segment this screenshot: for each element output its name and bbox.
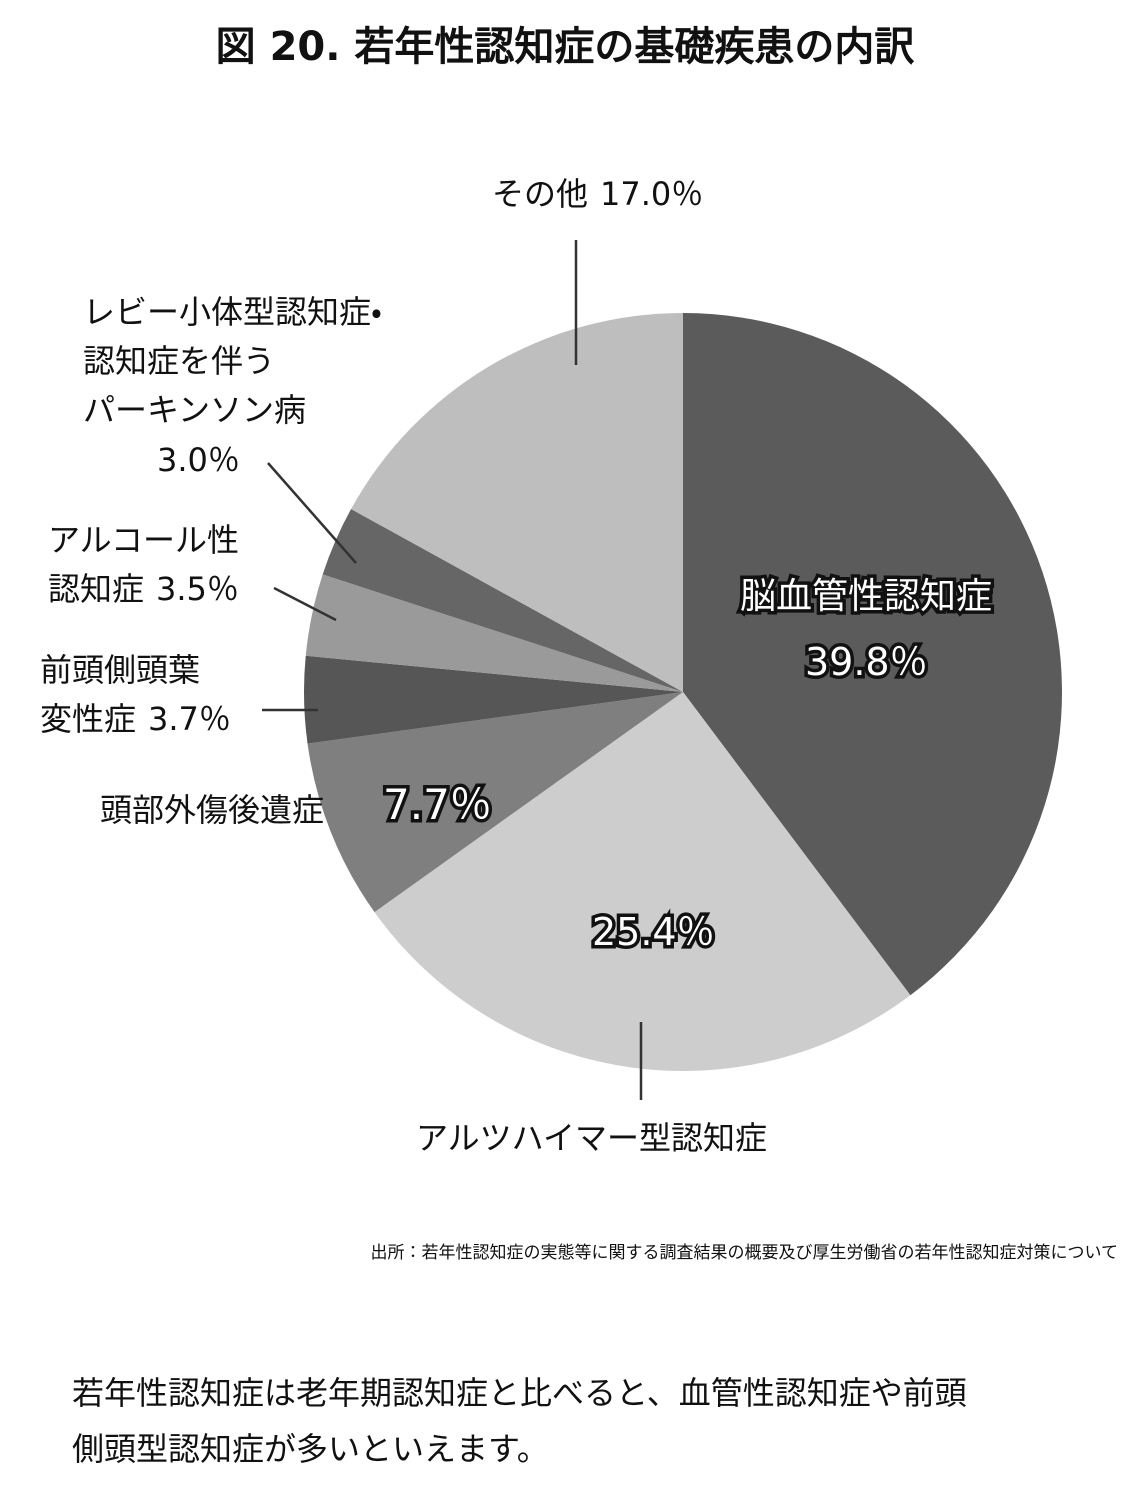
value-label: 7.7％ xyxy=(380,777,496,833)
category-label: アルツハイマー型認知症 xyxy=(416,1119,768,1157)
value-label: 39.8％ xyxy=(802,637,932,688)
pie-slice xyxy=(351,313,683,692)
note: 若年性認知症は老年期認知症と比べると、血管性認知症や前頭 側頭型認知症が多いとい… xyxy=(72,1374,967,1468)
value-label: 3.5％ xyxy=(156,570,239,608)
leader-line xyxy=(273,586,337,622)
source: 出所：若年性認知症の実態等に関する調査結果の概要及び厚生労働省の若年性認知症対策… xyxy=(370,1243,1119,1263)
value-label: 3.0％ xyxy=(157,441,240,479)
category-label: 前頭側頭葉 変性症 xyxy=(40,651,201,738)
slice-label: 前頭側頭葉 変性症 3.7％ xyxy=(40,646,231,744)
pie-slice xyxy=(683,313,1062,996)
pie-slice xyxy=(322,509,683,692)
slice-label: アルコール性 認知症 3.5％ xyxy=(48,516,239,614)
slice-label: その他 17.0％ xyxy=(492,170,703,219)
category-label: その他 xyxy=(492,175,589,213)
pie-slice xyxy=(304,655,683,744)
category-label: 頭部外傷後遺症 xyxy=(100,791,325,829)
category-label: レビー小体型認知症・ 認知症を伴う パーキンソン病 xyxy=(83,293,382,429)
value-label: 25.4％ xyxy=(589,907,719,958)
value-label: 17.0％ xyxy=(600,175,704,213)
leader-line xyxy=(267,462,357,564)
chart-title: 図 20. 若年性認知症の基礎疾患の内訳 xyxy=(215,24,915,70)
value-label: 3.7％ xyxy=(148,700,231,738)
category-label: 脳血管性認知症 xyxy=(736,573,995,621)
category-label: アルコール性 認知症 xyxy=(48,521,240,608)
pie-slice xyxy=(307,692,683,913)
pie-slice xyxy=(374,692,911,1072)
pie-slice xyxy=(305,574,683,692)
